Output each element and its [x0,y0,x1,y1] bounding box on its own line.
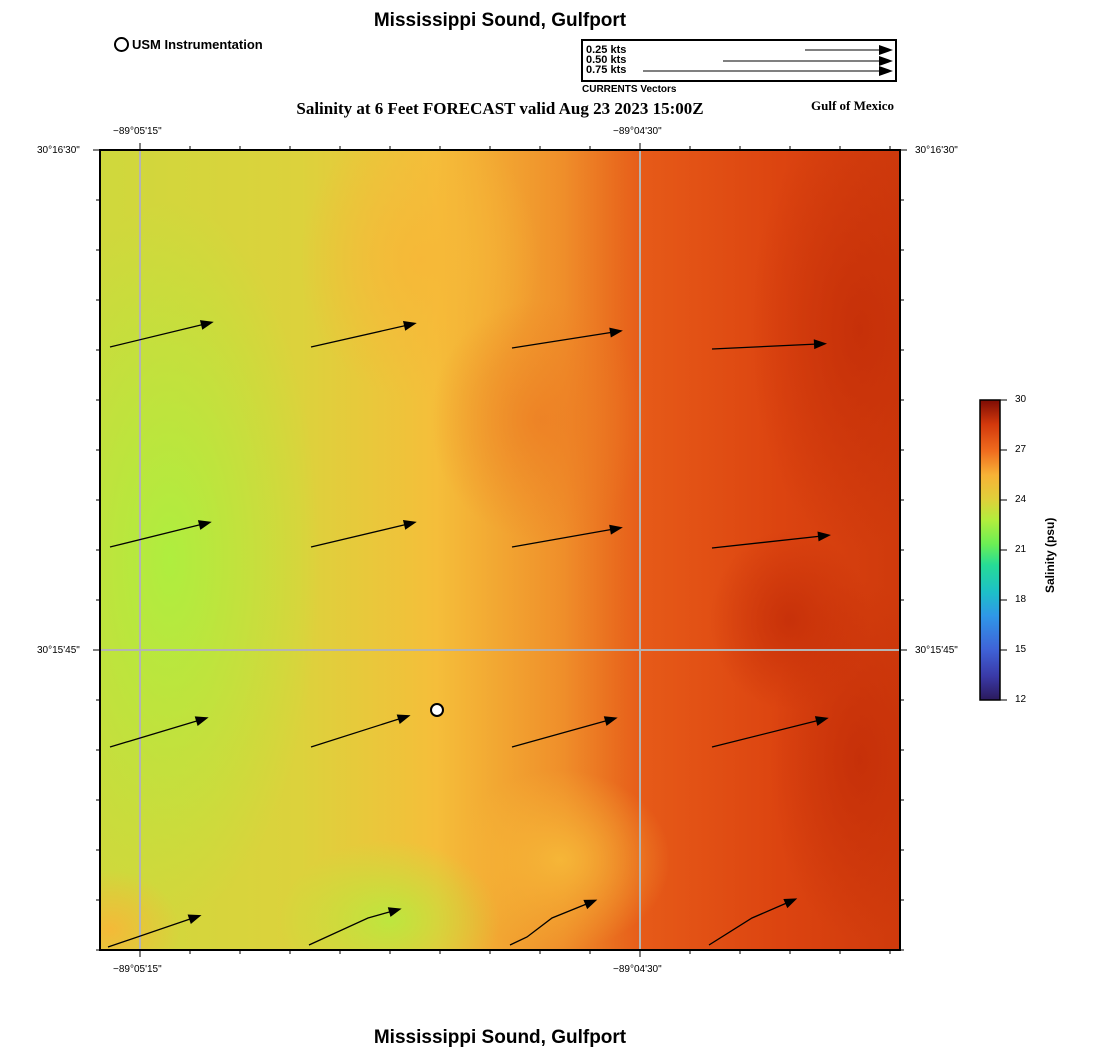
colorbar-label-12: 12 [1015,694,1027,705]
current-vector-arrowhead-icon [583,899,598,910]
lat-tick-label-left-1: 30°16'30" [37,145,80,156]
current-vector-arrowhead-icon [813,339,827,350]
vector-scale-label-3: 0.75 kts [586,64,627,76]
colorbar [979,399,1001,701]
current-vector-shaft [308,910,394,946]
lon-tick-label-bottom-1: −89°05'15" [113,964,162,975]
current-vector-shaft [310,324,409,348]
salinity-field [100,150,900,950]
current-vector-arrowhead-icon [609,327,623,338]
current-vector-shaft [310,717,403,748]
current-vector-shaft [711,343,819,350]
current-vector-arrowhead-icon [814,716,829,726]
current-vector-arrowhead-icon [402,520,417,530]
current-vector-shaft [109,323,206,348]
current-vector-shaft [708,901,790,946]
current-vector-arrowhead-icon [609,524,623,535]
current-vector-arrowhead-icon [187,914,202,925]
footer-title: Mississippi Sound, Gulfport [373,1027,627,1048]
current-vector-arrowhead-icon [603,716,618,726]
vector-scale-arrows [643,45,893,76]
current-vector-shaft [511,719,610,748]
current-vector-shaft [107,917,194,948]
region-label: Gulf of Mexico [811,98,895,113]
current-vector-arrowhead-icon [817,531,831,542]
current-vector-arrowhead-icon [197,520,212,530]
station-legend-label: USM Instrumentation [132,37,263,52]
frame-ticks [93,143,907,957]
vector-scale-legend: 0.25 kts 0.50 kts 0.75 kts [581,39,897,82]
current-vector-arrowhead-icon [199,320,214,330]
vector-scale-label-2: 0.50 kts [586,54,627,66]
current-vector-shaft [711,719,821,748]
colorbar-label-18: 18 [1015,594,1027,605]
current-vector-arrowhead-icon [402,321,417,331]
vector-caption: CURRENTS Vectors [582,84,677,95]
colorbar-title: Salinity (psu) [1043,517,1057,593]
colorbar-label-27: 27 [1015,444,1027,455]
map-title: Mississippi Sound, Gulfport [373,10,627,31]
colorbar-label-21: 21 [1015,544,1027,555]
current-vector-shaft [511,331,615,349]
current-vector-arrowhead-icon [783,898,798,909]
usm-station-marker[interactable] [430,703,444,717]
current-vector-arrowhead-icon [387,907,402,917]
current-vector-shaft [310,523,409,548]
current-vector-shaft [511,528,615,548]
station-legend: USM Instrumentation [114,37,263,52]
plot-title: Salinity at 6 Feet FORECAST valid Aug 23… [296,99,704,118]
colorbar-label-24: 24 [1015,494,1027,505]
colorbar-ticks [1000,399,1007,701]
station-marker-icon [114,37,129,52]
graticule [100,150,900,950]
lon-tick-label-top-1: −89°05'15" [113,126,162,137]
current-vector-arrowhead-icon [396,714,411,724]
vector-scale-label-1: 0.25 kts [586,44,627,56]
colorbar-label-30: 30 [1015,394,1027,405]
current-vector-shaft [509,902,590,946]
current-vector-arrowhead-icon [194,716,209,726]
lon-tick-label-top-2: −89°04'30" [613,126,662,137]
current-vector-shaft [109,523,204,548]
current-vector-shaft [711,535,823,549]
lat-tick-label-left-2: 30°15'45" [37,645,80,656]
lat-tick-label-right-1: 30°16'30" [915,145,958,156]
current-vectors [107,320,831,948]
lon-tick-label-bottom-2: −89°04'30" [613,964,662,975]
colorbar-label-15: 15 [1015,644,1027,655]
lat-tick-label-right-2: 30°15'45" [915,645,958,656]
current-vector-shaft [109,719,201,748]
